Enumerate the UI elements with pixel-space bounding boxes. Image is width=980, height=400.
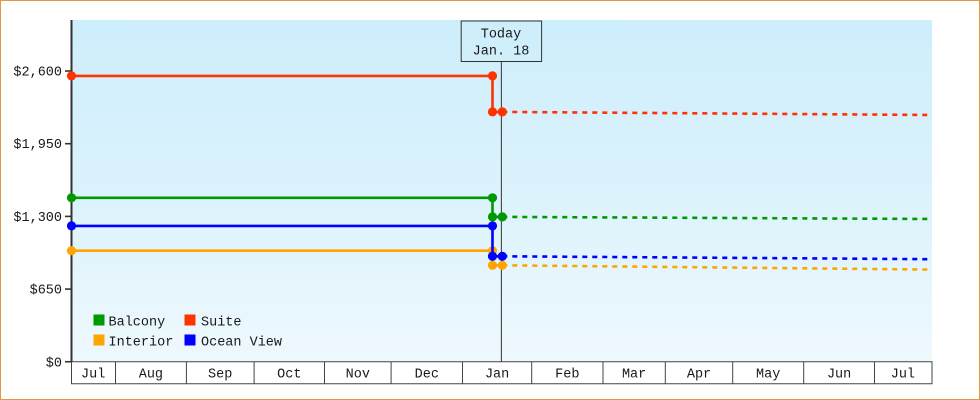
svg-text:Jun: Jun	[827, 368, 851, 383]
svg-text:Suite: Suite	[201, 316, 242, 331]
svg-text:Jan. 18: Jan. 18	[473, 45, 530, 60]
svg-text:Apr: Apr	[687, 368, 711, 383]
svg-text:May: May	[756, 368, 780, 383]
svg-text:Feb: Feb	[555, 368, 579, 383]
svg-text:Sep: Sep	[208, 368, 232, 383]
svg-text:Jan: Jan	[485, 368, 509, 383]
svg-text:Dec: Dec	[415, 368, 439, 383]
svg-text:Oct: Oct	[277, 368, 301, 383]
svg-text:$1,300: $1,300	[13, 211, 62, 226]
svg-text:$1,950: $1,950	[13, 138, 62, 153]
svg-text:Jul: Jul	[81, 368, 105, 383]
svg-text:Ocean View: Ocean View	[201, 336, 282, 351]
svg-text:Interior: Interior	[109, 336, 174, 351]
svg-text:Jul: Jul	[891, 368, 915, 383]
svg-text:Mar: Mar	[622, 368, 646, 383]
svg-text:Aug: Aug	[139, 368, 163, 383]
svg-text:Balcony: Balcony	[109, 316, 166, 331]
svg-text:$0: $0	[46, 356, 62, 371]
svg-text:$650: $650	[30, 284, 62, 299]
svg-text:Today: Today	[481, 28, 522, 43]
svg-text:Nov: Nov	[346, 368, 370, 383]
svg-text:$2,600: $2,600	[13, 66, 62, 81]
